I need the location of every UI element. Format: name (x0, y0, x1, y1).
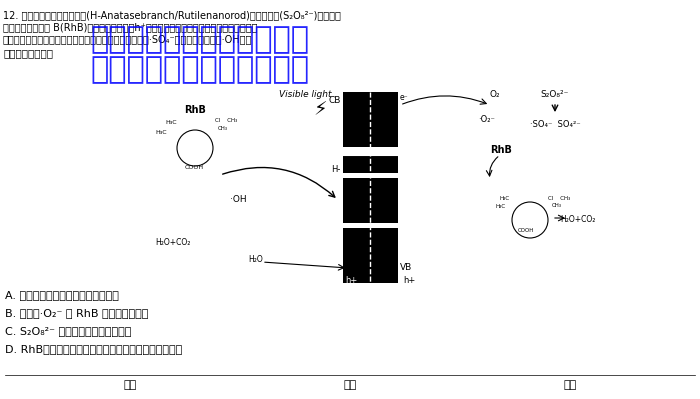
Text: VB: VB (400, 263, 412, 272)
Bar (343, 178, 398, 223)
Text: H₃C: H₃C (495, 204, 505, 209)
Text: 微信公众号关注：赶考答案: 微信公众号关注：赶考答案 (90, 55, 309, 84)
Text: Visible light: Visible light (279, 90, 331, 99)
Text: 班级: 班级 (123, 380, 136, 390)
Text: CB: CB (328, 96, 341, 105)
Text: H-: H- (332, 166, 341, 174)
Text: A. 该过程中存在光能到化学能的转化: A. 该过程中存在光能到化学能的转化 (5, 290, 119, 300)
Text: H₃C: H₃C (155, 130, 167, 135)
Text: H₂O: H₂O (248, 255, 262, 264)
Text: e⁻: e⁻ (400, 93, 409, 102)
Text: D. RhB在两部分倆化剤的作用下降解均发生了氧化反应: D. RhB在两部分倆化剤的作用下降解均发生了氧化反应 (5, 344, 182, 354)
Text: ⚡: ⚡ (313, 100, 327, 119)
Text: H₃C: H₃C (500, 196, 510, 201)
Text: 下列说法错误的是: 下列说法错误的是 (3, 48, 53, 58)
Text: H₂O+CO₂: H₂O+CO₂ (155, 238, 190, 247)
Text: ·O₂⁻: ·O₂⁻ (478, 115, 495, 124)
Text: O₂: O₂ (490, 90, 500, 99)
Text: Cl    CH₃: Cl CH₃ (548, 196, 570, 201)
Text: h+: h+ (403, 276, 415, 285)
Text: 的净化污水性能主要归功于反应中生成的硫酸根自由基（·SO₄⁻）和羟基自由基（·OH）。: 的净化污水性能主要归功于反应中生成的硫酸根自由基（·SO₄⁻）和羟基自由基（·O… (3, 34, 253, 44)
Text: RhB: RhB (490, 145, 512, 155)
Text: C. S₂O₈²⁻ 中含有极性键和非极性键: C. S₂O₈²⁻ 中含有极性键和非极性键 (5, 326, 132, 336)
Text: B. 自由基·O₂⁻ 对 RhB 的降解不起作用: B. 自由基·O₂⁻ 对 RhB 的降解不起作用 (5, 308, 148, 318)
Bar (343, 228, 398, 283)
Text: 姓名: 姓名 (344, 380, 356, 390)
Text: 微信公众号关注：赶考答案: 微信公众号关注：赶考答案 (90, 25, 309, 54)
Text: 12. 一种混晶结构的光催化剂(H-Anatasebranch/Rutilenanorod)与过硫酸根(S₂O₈²⁻)协同降解: 12. 一种混晶结构的光催化剂(H-Anatasebranch/Rutilena… (3, 10, 341, 20)
Text: H₃C: H₃C (165, 120, 176, 125)
Text: CH₃: CH₃ (552, 203, 562, 208)
Text: COOH: COOH (185, 165, 204, 170)
Text: H₂O+CO₂: H₂O+CO₂ (560, 215, 596, 224)
Text: S₂O₈²⁻: S₂O₈²⁻ (540, 90, 568, 99)
Text: 有机污染物罗丹明 B(RhB)的机理如图所示（h⁺表示光照条件）。机理分析表明该方法优异: 有机污染物罗丹明 B(RhB)的机理如图所示（h⁺表示光照条件）。机理分析表明该… (3, 22, 258, 32)
Text: 分数: 分数 (564, 380, 577, 390)
Text: ·OH: ·OH (230, 195, 246, 204)
Text: RhB: RhB (184, 105, 206, 115)
Text: COOH: COOH (518, 228, 534, 233)
Bar (343, 92, 398, 147)
Text: h+: h+ (345, 276, 357, 285)
Text: CH₃: CH₃ (218, 126, 228, 131)
Text: Cl    CH₃: Cl CH₃ (215, 118, 237, 123)
Text: ·SO₄⁻  SO₄²⁻: ·SO₄⁻ SO₄²⁻ (530, 120, 580, 129)
Bar (343, 155, 398, 173)
